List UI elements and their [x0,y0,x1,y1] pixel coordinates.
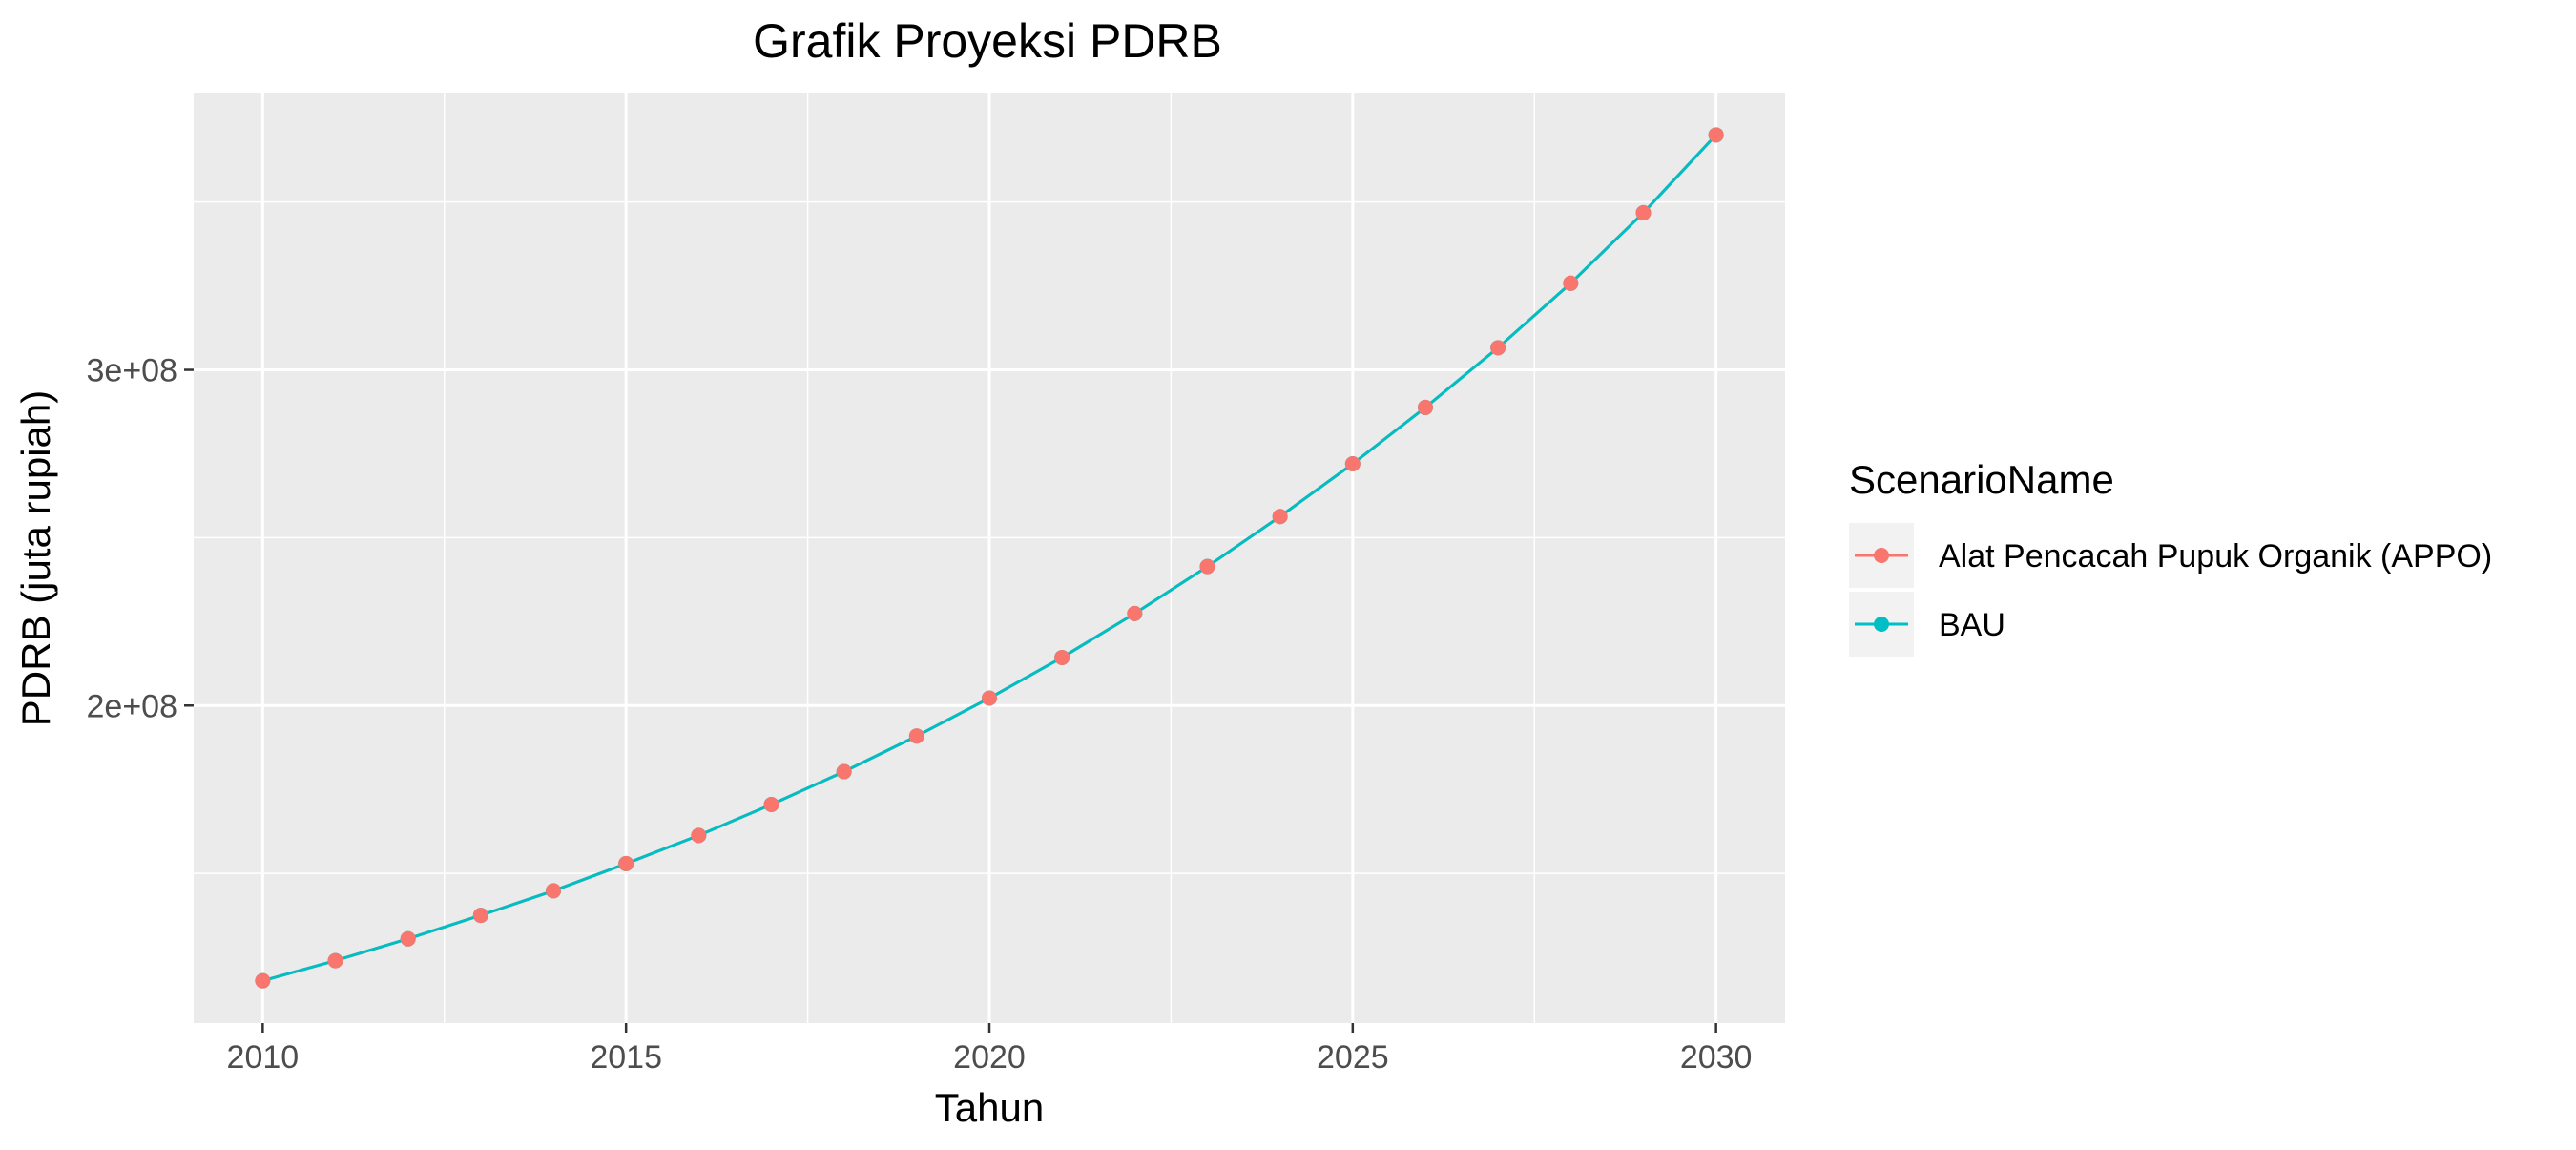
major-gridlines [194,93,1785,1023]
data-point-appo [472,908,488,924]
data-point-appo [1417,399,1433,415]
data-point-appo [1054,649,1070,665]
y-tick-label: 3e+08 [87,353,178,389]
data-point-appo [763,797,779,813]
y-axis-label: PDRB (juta rupiah) [13,390,58,726]
data-point-appo [255,972,271,989]
data-point-appo [1708,127,1724,143]
data-point-appo [1490,340,1506,356]
x-tick-label: 2015 [590,1039,662,1076]
y-tick-label: 2e+08 [87,688,178,724]
y-axis: 2e+08 3e+08 [87,353,194,724]
x-tick-label: 2020 [953,1039,1026,1076]
legend: ScenarioName Alat Pencacah Pupuk Organik… [1849,457,2492,657]
series-points [255,127,1724,989]
data-point-appo [1563,275,1579,291]
data-point-appo [691,827,707,844]
x-tick-label: 2030 [1680,1039,1753,1076]
data-point-appo [1272,509,1288,525]
x-tick-label: 2010 [227,1039,300,1076]
legend-title: ScenarioName [1849,457,2114,502]
legend-key-point [1874,548,1889,563]
data-point-appo [618,855,634,871]
data-point-appo [1635,204,1652,220]
data-point-appo [1127,605,1143,621]
data-point-appo [836,763,852,780]
x-axis: 2010 2015 2020 2025 2030 [227,1023,1753,1076]
legend-entries: Alat Pencacah Pupuk Organik (APPO) BAU [1849,523,2492,657]
data-point-appo [400,930,416,947]
data-point-appo [1199,558,1215,575]
legend-entry-label: Alat Pencacah Pupuk Organik (APPO) [1939,538,2492,575]
legend-entry-label: BAU [1939,607,2005,643]
data-point-appo [908,728,924,744]
chart-title: Grafik Proyeksi PDRB [753,14,1222,68]
data-point-appo [546,883,562,899]
legend-key-point [1874,617,1889,632]
data-point-appo [327,952,343,969]
x-tick-label: 2025 [1317,1039,1389,1076]
data-point-appo [982,690,997,706]
x-axis-label: Tahun [935,1085,1044,1130]
data-point-appo [1344,456,1361,472]
